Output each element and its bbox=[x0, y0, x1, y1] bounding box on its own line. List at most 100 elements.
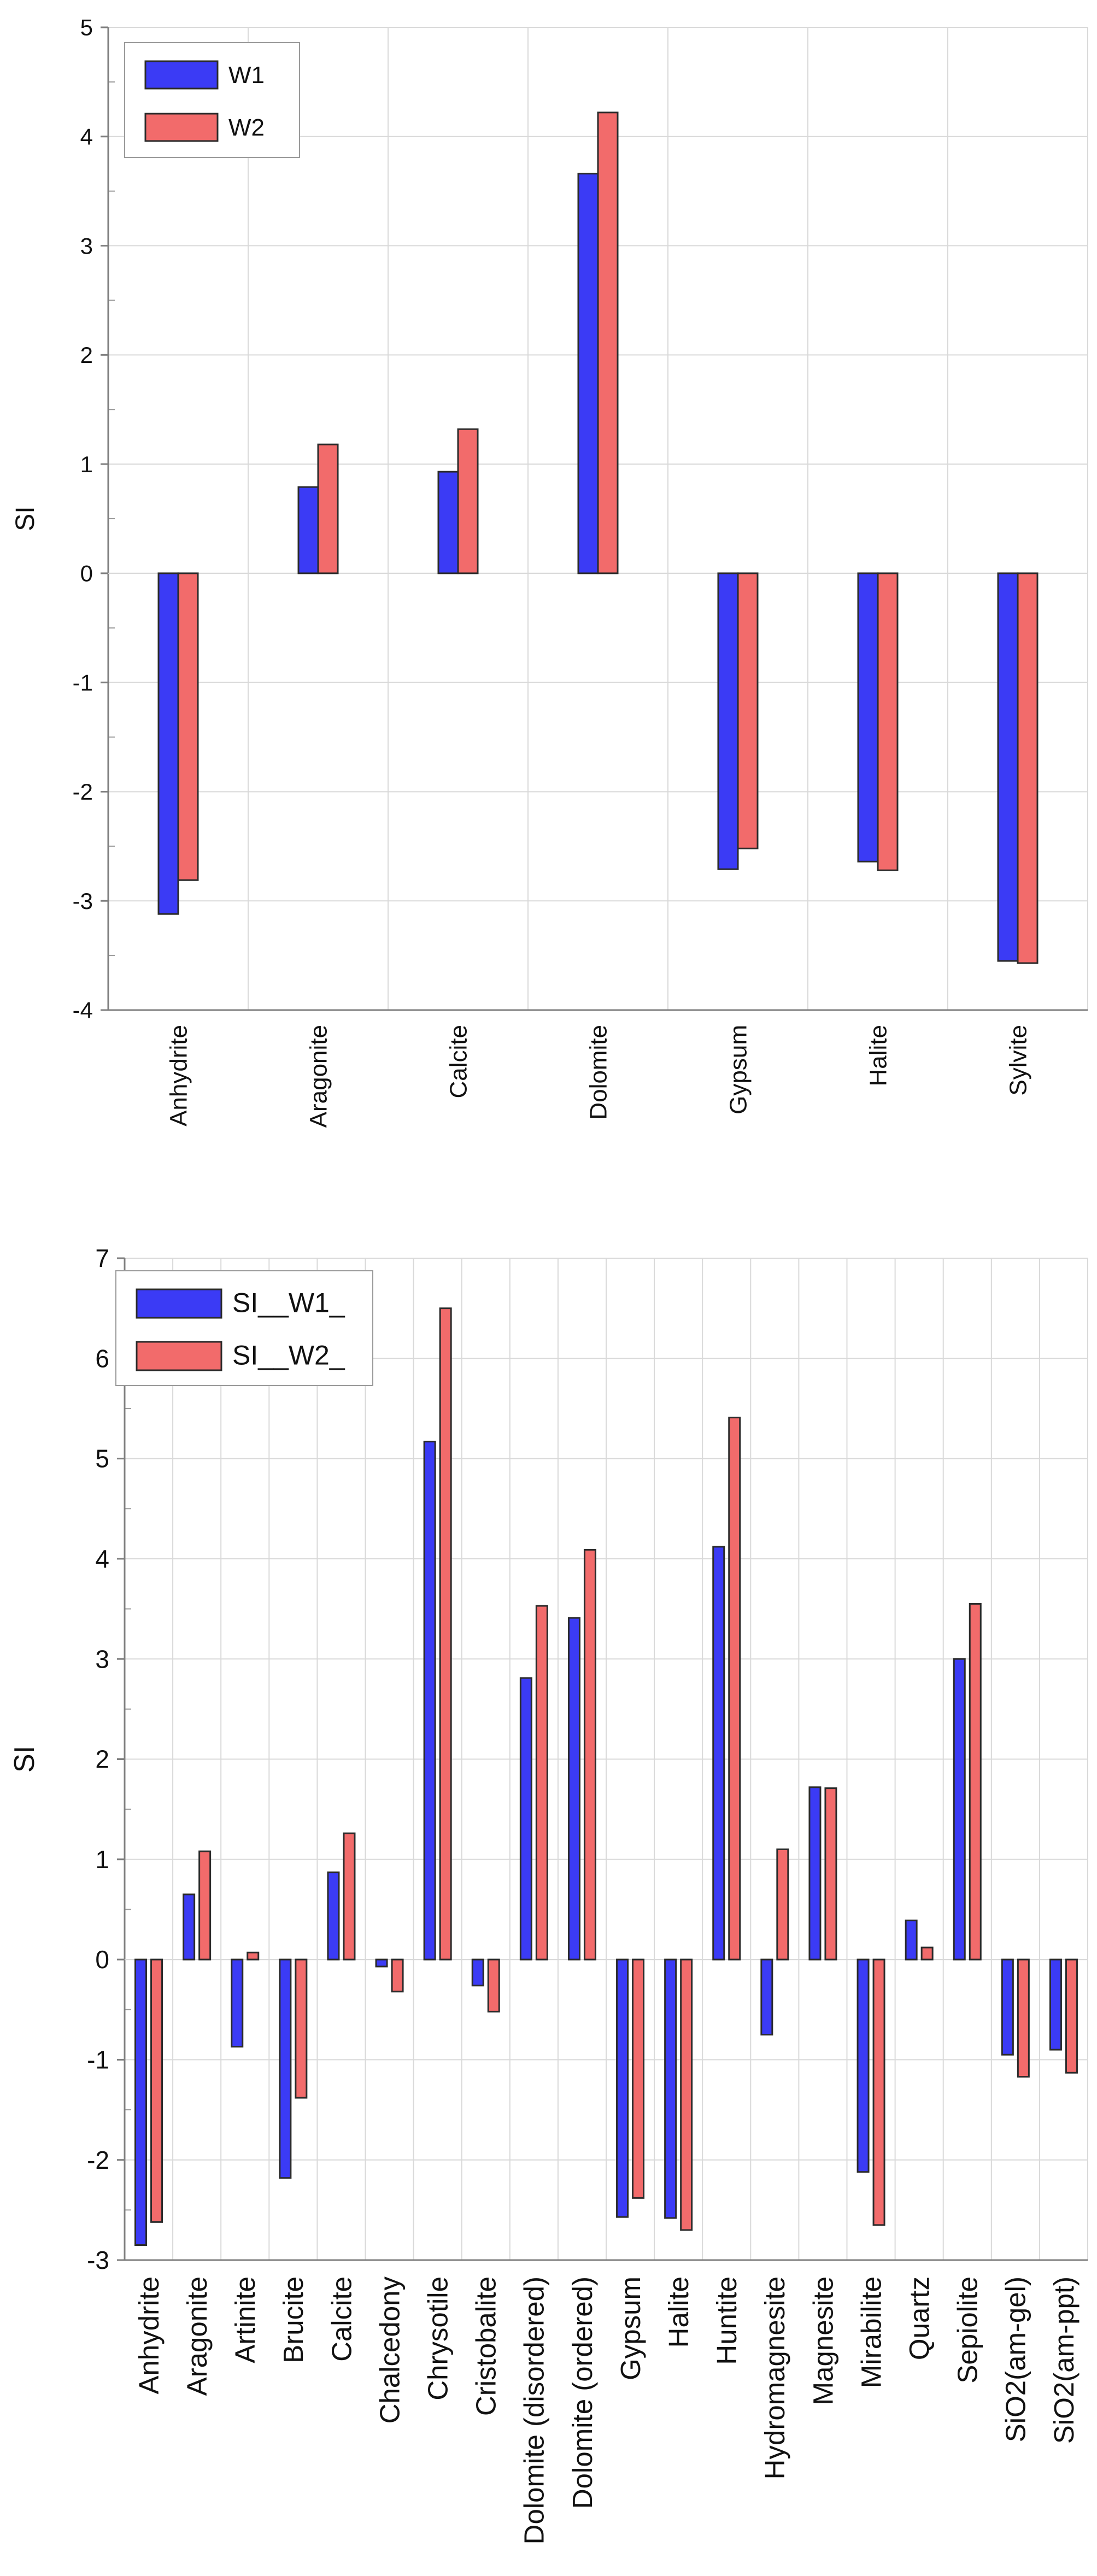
gridlines bbox=[124, 1258, 1088, 2261]
legend: W1 W2 bbox=[124, 42, 300, 158]
y-tick-label: 4 bbox=[80, 124, 93, 149]
bar bbox=[776, 1848, 789, 1961]
x-tick-label: Mirabilite bbox=[855, 2276, 887, 2388]
bar bbox=[157, 572, 179, 915]
y-tick-label: 4 bbox=[95, 1545, 109, 1573]
x-tick-label: Cristobalite bbox=[471, 2276, 502, 2416]
x-tick-label: Aragonite bbox=[181, 2276, 213, 2396]
legend-label: W2 bbox=[228, 114, 265, 141]
bar bbox=[327, 1871, 340, 1961]
bar bbox=[247, 1951, 260, 1961]
bar bbox=[1065, 1958, 1078, 2074]
legend: SI__W1_ SI__W2_ bbox=[115, 1270, 373, 1386]
series-SI__W1_ bbox=[134, 1440, 1062, 2246]
bar bbox=[535, 1605, 548, 1961]
y-tick-label: -2 bbox=[73, 779, 93, 805]
legend-swatch bbox=[144, 113, 219, 142]
bar bbox=[577, 173, 599, 574]
bar bbox=[471, 1958, 484, 1987]
y-tick-label: -1 bbox=[73, 670, 93, 695]
bar bbox=[519, 1677, 532, 1961]
bar bbox=[737, 572, 759, 849]
x-tick-label: Calcite bbox=[326, 2276, 357, 2362]
legend-swatch bbox=[136, 1288, 222, 1319]
x-tick-label: Magnesite bbox=[807, 2276, 838, 2405]
bar bbox=[1049, 1958, 1062, 2051]
y-tick-label: -1 bbox=[87, 2046, 109, 2074]
bar bbox=[969, 1603, 982, 1961]
x-tick-label: Gypsum bbox=[725, 1025, 752, 1114]
x-tick-label: Sepiolite bbox=[952, 2276, 983, 2384]
bar bbox=[717, 572, 739, 870]
x-tick-label: Anhydrite bbox=[165, 1025, 192, 1126]
x-tick-label: Halite bbox=[865, 1025, 891, 1087]
series-SI__W2_ bbox=[150, 1307, 1078, 2231]
bar bbox=[997, 572, 1019, 962]
bar bbox=[616, 1958, 629, 2218]
y-tick-label: 2 bbox=[80, 342, 93, 368]
bar bbox=[760, 1958, 773, 2036]
bar bbox=[857, 1958, 870, 2173]
series-W2 bbox=[177, 112, 1039, 964]
y-minor-ticks bbox=[108, 81, 115, 957]
y-tick-label: -2 bbox=[87, 2146, 109, 2174]
y-tick-label: -4 bbox=[73, 997, 93, 1023]
y-tick-label: 2 bbox=[95, 1745, 109, 1774]
bar bbox=[824, 1787, 837, 1961]
bar bbox=[150, 1958, 163, 2223]
bar bbox=[423, 1440, 436, 1961]
x-tick-label: Anhydrite bbox=[133, 2276, 165, 2394]
x-tick-label: Dolomite (disordered) bbox=[519, 2276, 550, 2544]
bar bbox=[391, 1958, 404, 1993]
x-tick-label: SiO2(am-gel) bbox=[1000, 2276, 1031, 2442]
y-tick-label: 5 bbox=[80, 15, 93, 40]
bar bbox=[1001, 1958, 1014, 2056]
bar bbox=[664, 1958, 677, 2219]
y-tick-label: 3 bbox=[95, 1645, 109, 1673]
bar bbox=[632, 1958, 645, 2199]
y-tick-label: 5 bbox=[95, 1445, 109, 1473]
y-tick-labels: 7 6 5 4 3 2 1 0 -1 -2 -3 bbox=[87, 1244, 125, 2274]
x-tick-label: Huntite bbox=[711, 2276, 742, 2365]
bar bbox=[597, 112, 619, 574]
x-tick-label: Quartz bbox=[904, 2276, 935, 2360]
series-W1 bbox=[157, 173, 1019, 962]
x-tick-label: Calcite bbox=[445, 1025, 472, 1099]
legend-swatch bbox=[136, 1341, 222, 1371]
chart-1: 5 4 3 2 1 0 -1 -2 -3 -4 SI Anhydrite Aragonite Calcit… bbox=[11, 15, 1088, 1128]
legend-swatch bbox=[144, 60, 219, 90]
x-tick-label: Gypsum bbox=[615, 2276, 646, 2380]
y-tick-label: 7 bbox=[95, 1244, 109, 1272]
bar bbox=[317, 443, 339, 574]
y-axis-label: SI bbox=[11, 506, 40, 531]
bar bbox=[183, 1893, 196, 1961]
bar bbox=[857, 572, 879, 862]
bars bbox=[134, 1307, 1078, 2246]
bar bbox=[567, 1617, 580, 1961]
y-tick-label: 3 bbox=[80, 233, 93, 259]
bar bbox=[728, 1416, 741, 1961]
x-tick-label: Aragonite bbox=[305, 1025, 332, 1128]
x-tick-labels: Anhydrite Aragonite Calcite Dolomite Gypsum H… bbox=[165, 1025, 1031, 1128]
bar bbox=[343, 1832, 356, 1961]
x-tick-label: Chalcedony bbox=[374, 2276, 405, 2424]
bar bbox=[439, 1307, 452, 1961]
bar bbox=[297, 486, 319, 574]
x-tick-label: Sylvite bbox=[1005, 1025, 1031, 1096]
bar bbox=[1017, 1958, 1030, 2078]
y-tick-label: -3 bbox=[87, 2246, 109, 2274]
bar bbox=[1017, 572, 1039, 964]
bar bbox=[177, 572, 199, 881]
x-tick-labels: Anhydrite Aragonite Artinite Brucite Calcite… bbox=[133, 2276, 1080, 2545]
bar bbox=[712, 1546, 725, 1961]
y-tick-labels: 5 4 3 2 1 0 -1 -2 -3 -4 bbox=[73, 15, 108, 1023]
x-tick-label: Brucite bbox=[278, 2276, 309, 2363]
bar bbox=[872, 1958, 885, 2226]
y-tick-label: 0 bbox=[80, 561, 93, 586]
bars bbox=[157, 112, 1039, 964]
bar bbox=[375, 1958, 388, 1968]
bar bbox=[680, 1958, 693, 2231]
bar bbox=[953, 1658, 966, 1961]
legend-label: SI__W2_ bbox=[232, 1340, 345, 1371]
